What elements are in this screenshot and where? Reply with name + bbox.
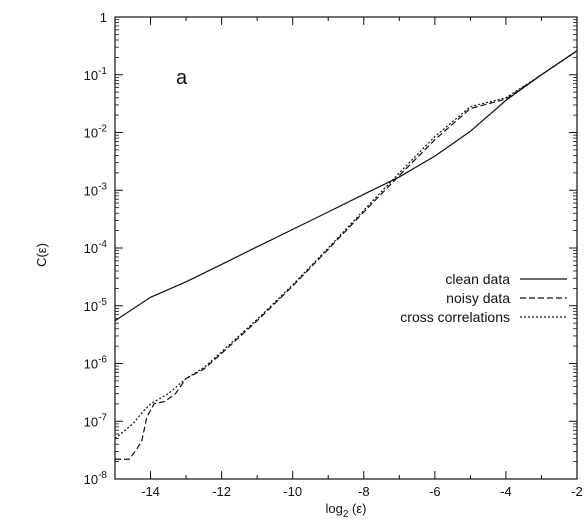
y-tick-label: 10-3 bbox=[84, 181, 108, 198]
legend-label: cross correlations bbox=[400, 309, 510, 325]
series-line-noisy-data bbox=[115, 50, 578, 460]
y-tick-label: 10-5 bbox=[84, 297, 108, 314]
plot-frame bbox=[114, 16, 578, 480]
y-tick-label: 1 bbox=[100, 10, 107, 25]
legend-label: noisy data bbox=[446, 290, 510, 306]
x-tick-label: -4 bbox=[500, 484, 512, 499]
x-tick-labels: -14 -12 -10 -8 -6 -4 -2 bbox=[141, 484, 583, 499]
x-tick-label: -2 bbox=[571, 484, 583, 499]
y-tick-labels: 10-8 10-7 10-6 10-5 10-4 10-3 10-2 10-1 1 bbox=[84, 10, 108, 487]
y-tick-label: 10-6 bbox=[84, 355, 108, 372]
y-tick-label: 10-2 bbox=[84, 124, 108, 141]
y-tick-label: 10-4 bbox=[84, 239, 108, 256]
y-tick-label: 10-7 bbox=[84, 412, 108, 429]
series-lines bbox=[114, 50, 578, 460]
y-axis-label: C(ε) bbox=[34, 243, 49, 267]
y-tick-label: 10-1 bbox=[84, 66, 108, 83]
x-tick-label: -12 bbox=[212, 484, 231, 499]
series-line-cross-correlations bbox=[114, 50, 578, 440]
y-tick-label: 10-8 bbox=[84, 470, 108, 487]
x-tick-label: -6 bbox=[429, 484, 441, 499]
legend-label: clean data bbox=[445, 271, 510, 287]
x-tick-label: -14 bbox=[141, 484, 160, 499]
series-line-clean-data bbox=[114, 50, 578, 322]
x-tick-label: -8 bbox=[358, 484, 370, 499]
legend: clean data noisy data cross correlations bbox=[400, 271, 567, 325]
x-axis-label: log2 (ε) bbox=[326, 501, 367, 520]
x-tick-label: -10 bbox=[283, 484, 302, 499]
panel-label: a bbox=[176, 67, 188, 89]
